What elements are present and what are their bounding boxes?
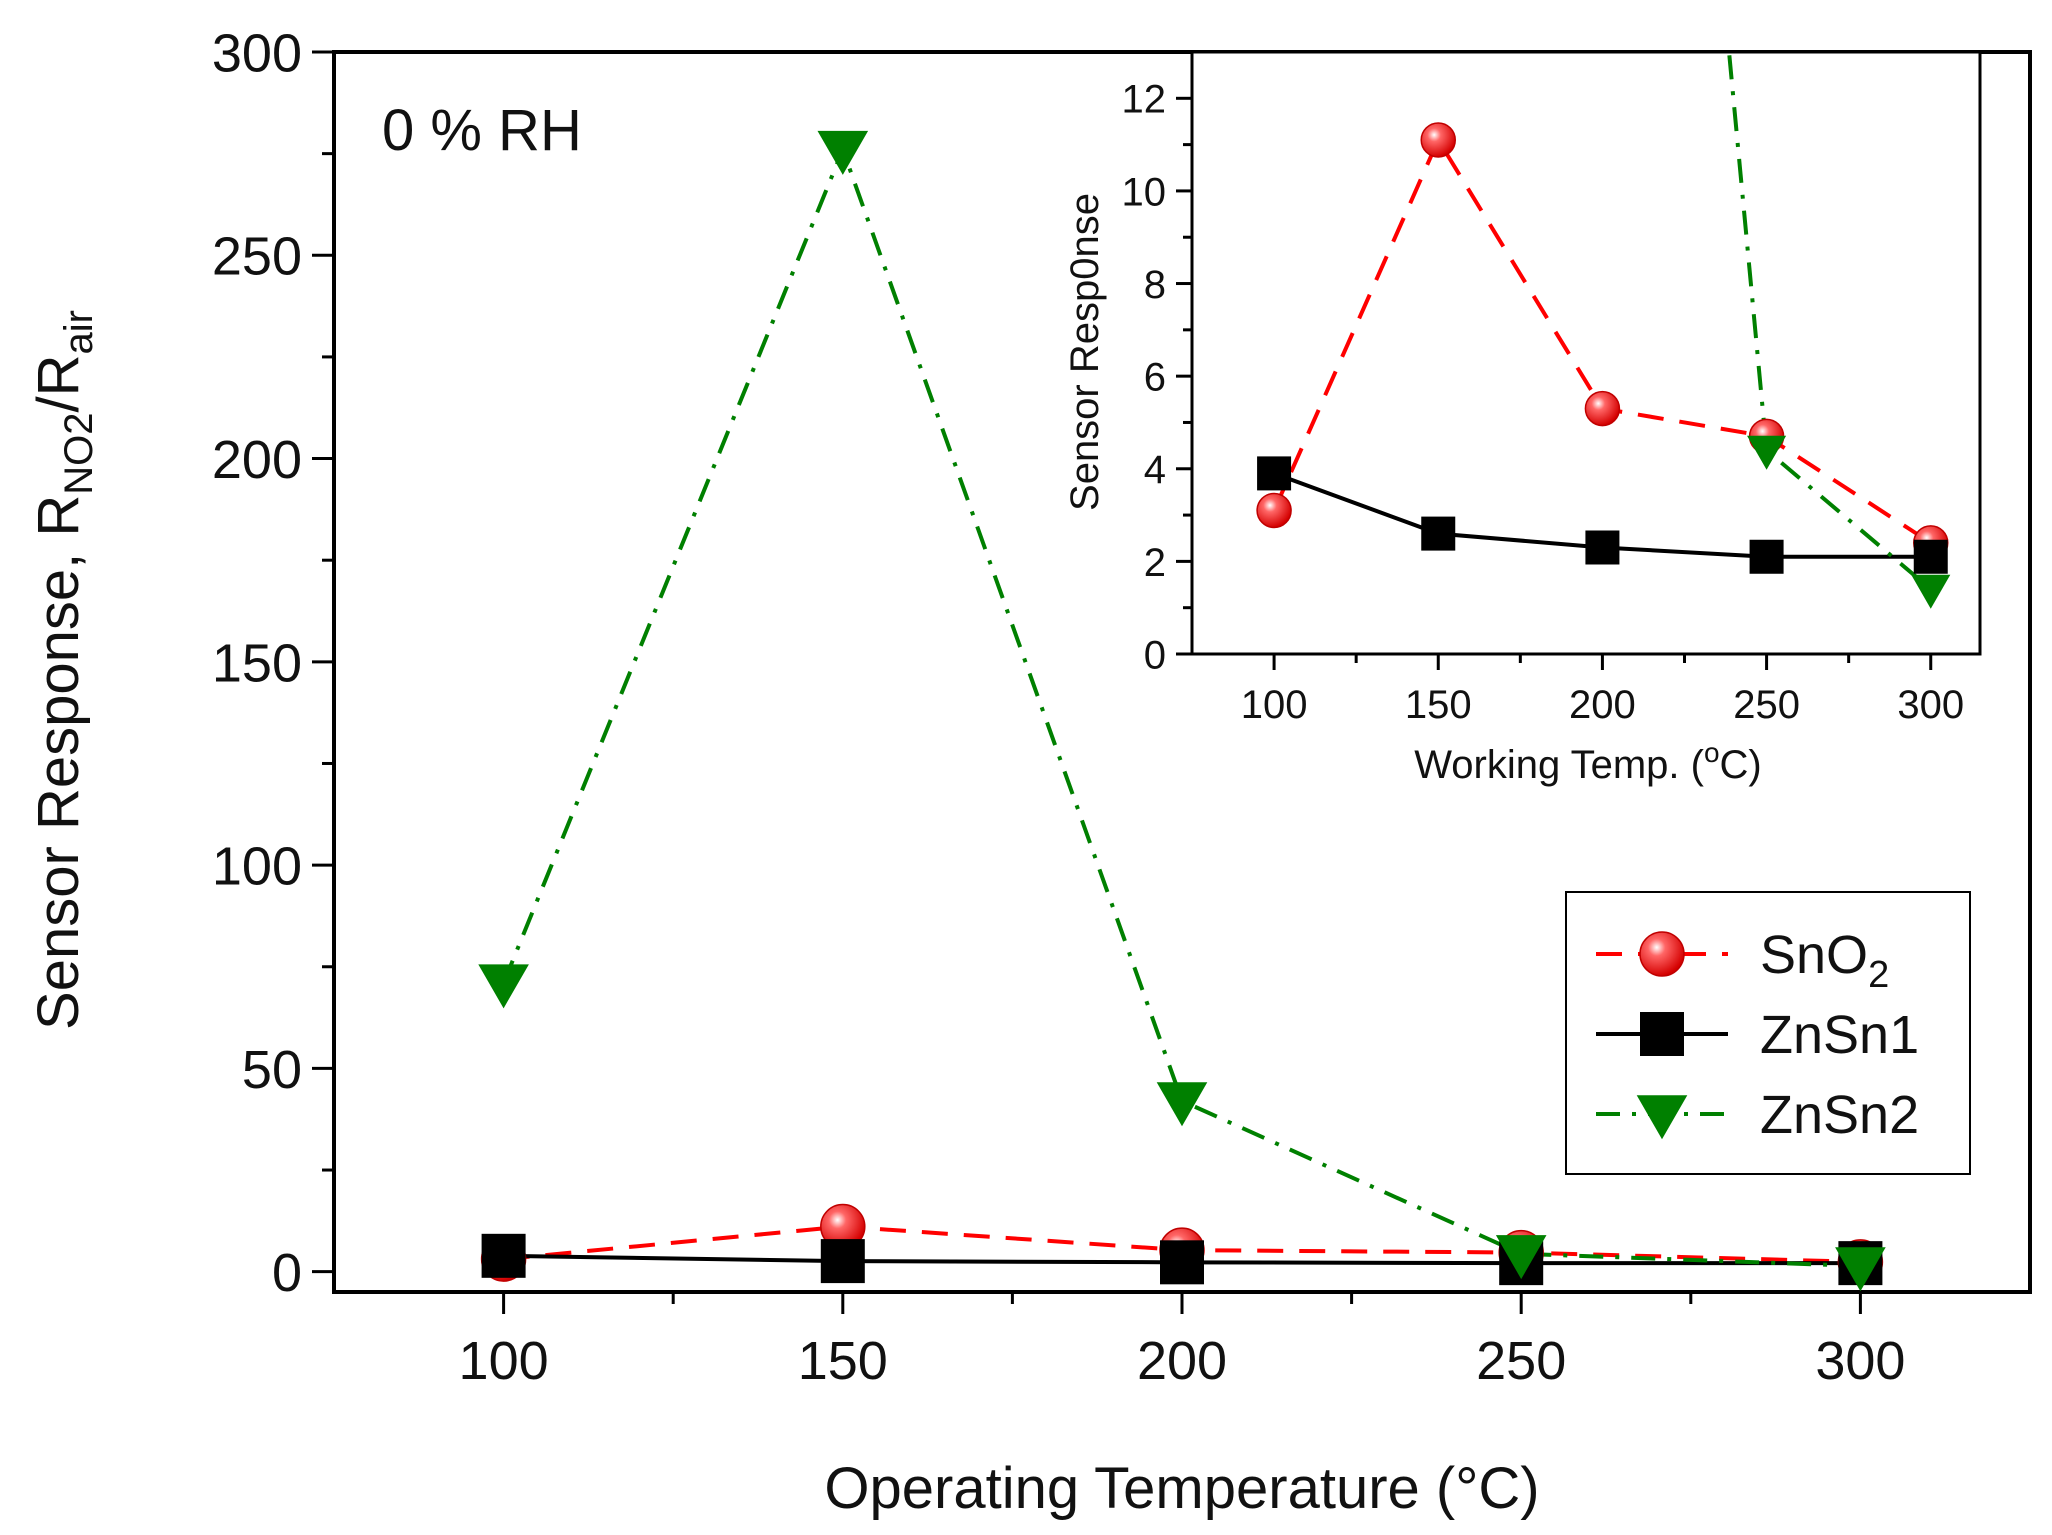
legend-marker-znsn2	[1636, 1095, 1688, 1140]
inset-point-sno2	[1420, 122, 1456, 158]
legend: SnO2 ZnSn1 ZnSn2	[1596, 925, 1919, 1145]
main-y-tick-label: 150	[212, 633, 302, 693]
main-point-znsn1	[820, 1239, 865, 1284]
inset-point-znsn2	[1911, 574, 1951, 609]
inset-series-line-znsn2	[1727, 52, 1933, 591]
main-y-tick-label: 250	[212, 227, 302, 287]
main-point-znsn1	[1160, 1240, 1204, 1285]
inset-point-znsn1	[1913, 539, 1948, 574]
legend-label-znsn2: ZnSn2	[1760, 1085, 1919, 1145]
inset-point-znsn1	[1585, 530, 1620, 565]
main-x-tick-label: 200	[1137, 1331, 1227, 1391]
inset-point-znsn1	[1749, 539, 1784, 574]
inset-point-sno2	[1584, 390, 1621, 427]
main-point-znsn1	[481, 1233, 526, 1278]
main-point-znsn2	[817, 130, 869, 175]
main-y-tick-label: 100	[212, 837, 302, 897]
inset-y-axis-title: Sensor Resp0nse	[1063, 193, 1107, 511]
main-y-axis-title: Sensor Response, RNO2/Rair	[26, 310, 101, 1030]
inset-point-znsn1	[1257, 456, 1292, 491]
main-point-znsn2	[1835, 1247, 1886, 1292]
main-y-tick-label: 200	[212, 430, 302, 490]
main-x-tick-label: 300	[1815, 1331, 1905, 1391]
main-y-tick-label: 0	[272, 1243, 302, 1303]
inset-x-tick-label: 150	[1405, 683, 1472, 727]
main-y-tick-label: 50	[242, 1040, 302, 1100]
inset-y-tick-label: 2	[1144, 541, 1166, 585]
main-series-group	[478, 130, 1886, 1292]
inset-point-znsn1	[1421, 516, 1456, 551]
inset-y-tick-label: 6	[1144, 356, 1166, 400]
inset-x-tick-label: 200	[1569, 683, 1636, 727]
legend-label-znsn1: ZnSn1	[1760, 1005, 1919, 1065]
inset-y-tick-label: 0	[1144, 633, 1166, 677]
inset-x-tick-label: 250	[1733, 683, 1800, 727]
inset-x-axis-title: Working Temp. (oC)	[1414, 737, 1762, 787]
inset-point-znsn2	[1747, 435, 1787, 470]
rh-annotation: 0 % RH	[382, 98, 582, 163]
main-x-axis-title: Operating Temperature (°C)	[824, 1456, 1539, 1521]
main-x-tick-label: 100	[459, 1331, 549, 1391]
inset-y-tick-label: 4	[1144, 448, 1166, 492]
inset-x-tick-label: 100	[1241, 683, 1308, 727]
inset-series-group	[1256, 52, 1951, 609]
inset-point-sno2	[1256, 492, 1292, 529]
inset-x-tick-label: 300	[1897, 683, 1964, 727]
main-x-tick-label: 150	[798, 1331, 888, 1391]
legend-marker-sno2	[1639, 931, 1685, 977]
main-y-tick-label: 300	[212, 23, 302, 83]
main-point-znsn2	[478, 964, 529, 1009]
inset-y-tick-label: 8	[1144, 263, 1166, 307]
main-point-znsn2	[1156, 1082, 1208, 1127]
legend-marker-znsn1	[1640, 1012, 1684, 1056]
inset-axes: 100 150 200 250 300 0 2 4 6 8 10 12	[1122, 78, 1965, 727]
main-x-tick-label: 250	[1476, 1331, 1566, 1391]
main-point-znsn2	[1495, 1235, 1547, 1280]
inset-y-tick-label: 12	[1122, 78, 1167, 122]
inset-y-tick-label: 10	[1122, 170, 1167, 214]
legend-label-sno2: SnO2	[1760, 925, 1889, 996]
